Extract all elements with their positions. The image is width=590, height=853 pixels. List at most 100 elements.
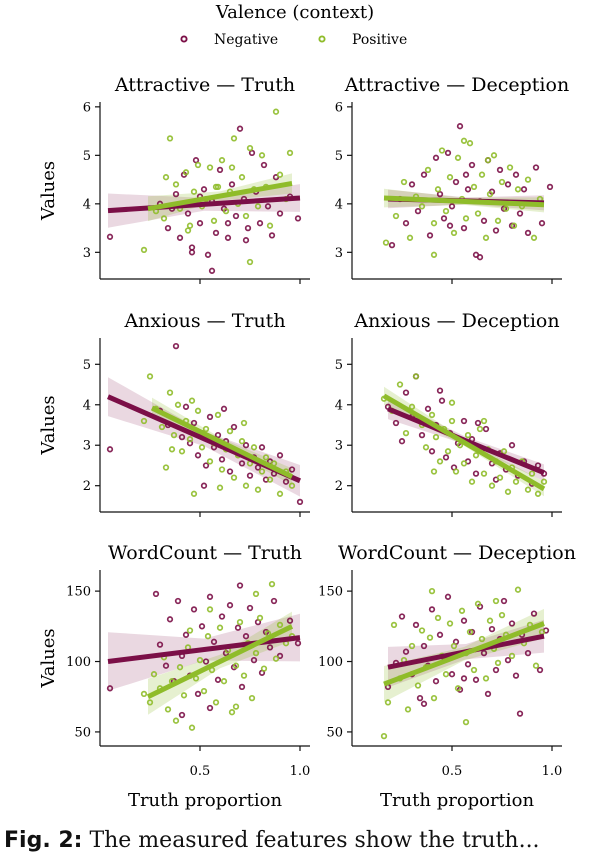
data-point-positive: [454, 154, 462, 161]
data-point-negative: [504, 181, 512, 188]
data-point-positive: [396, 381, 404, 388]
data-point-negative: [426, 232, 434, 239]
data-point-negative: [270, 597, 278, 605]
legend-title: Valence (context): [215, 2, 374, 23]
data-point-negative: [182, 403, 190, 410]
data-point-positive: [530, 234, 538, 241]
data-point-negative: [428, 606, 436, 613]
confidence-band-negative: [108, 613, 300, 691]
y-tick-label: 2: [83, 479, 91, 494]
data-point-positive: [418, 203, 426, 210]
data-point-negative: [194, 452, 202, 459]
data-point-positive: [476, 425, 484, 433]
y-tick-label: 100: [66, 655, 91, 670]
data-point-negative: [480, 217, 488, 224]
data-point-positive: [204, 633, 212, 640]
panel-title: Anxious — Deception: [353, 310, 559, 332]
data-point-positive: [246, 258, 254, 266]
y-tick-label: 150: [66, 585, 91, 600]
data-point-negative: [224, 234, 232, 241]
data-point-negative: [464, 661, 472, 668]
data-point-positive: [272, 655, 280, 662]
data-point-positive: [490, 152, 498, 159]
data-point-positive: [178, 448, 186, 455]
data-point-positive: [266, 476, 274, 483]
data-point-negative: [492, 666, 500, 674]
y-tick-label: 50: [326, 725, 343, 740]
data-point-positive: [496, 474, 504, 481]
y-tick-label: 150: [318, 585, 343, 600]
data-point-positive: [186, 222, 194, 229]
data-point-negative: [244, 224, 252, 232]
data-point-negative: [242, 442, 250, 449]
data-point-negative: [460, 417, 468, 425]
data-point-negative: [276, 210, 284, 217]
data-point-positive: [392, 212, 400, 220]
data-point-negative: [250, 656, 258, 664]
data-point-negative: [176, 234, 184, 241]
data-point-positive: [446, 620, 454, 627]
data-point-negative: [402, 389, 410, 396]
y-tick-label: 3: [83, 439, 91, 454]
regression-line-positive: [383, 195, 545, 208]
data-point-positive: [210, 217, 218, 224]
data-point-negative: [242, 237, 250, 244]
data-point-positive: [180, 692, 188, 699]
x-axis-label: Truth proportion: [380, 790, 535, 811]
panel-4: WordCount — Truth Values Truth proportion 5…: [38, 542, 310, 811]
data-point-negative: [516, 210, 524, 217]
data-point-positive: [174, 401, 182, 408]
data-point-negative: [264, 203, 272, 210]
data-point-positive: [402, 429, 410, 437]
data-point-positive: [504, 488, 512, 495]
data-point-negative: [414, 207, 422, 215]
data-point-negative: [296, 498, 304, 506]
data-point-positive: [400, 178, 408, 186]
data-point-positive: [404, 706, 412, 713]
y-tick-label: 5: [83, 358, 91, 373]
data-point-negative: [448, 671, 456, 678]
panel-1: Attractive — Deception 3 4 5 6: [335, 74, 569, 284]
data-point-negative: [388, 241, 396, 249]
data-point-positive: [500, 448, 508, 455]
regression-line-positive: [146, 624, 294, 699]
data-point-positive: [382, 239, 390, 246]
data-point-negative: [258, 444, 266, 451]
data-point-positive: [140, 246, 148, 254]
data-point-positive: [220, 678, 228, 685]
data-point-negative: [472, 470, 480, 477]
y-tick-label: 3: [335, 439, 343, 454]
data-point-positive: [254, 486, 262, 493]
data-point-negative: [198, 623, 206, 630]
data-point-positive: [510, 222, 518, 229]
data-point-positive: [216, 484, 224, 491]
data-point-negative: [206, 704, 214, 712]
data-point-positive: [192, 675, 200, 682]
data-point-negative: [294, 215, 302, 222]
data-point-positive: [478, 635, 486, 643]
data-point-positive: [412, 373, 420, 380]
data-point-negative: [212, 229, 220, 237]
data-point-positive: [482, 234, 490, 241]
data-point-negative: [530, 610, 538, 617]
data-point-negative: [214, 676, 222, 683]
data-point-positive: [430, 251, 438, 258]
data-point-positive: [242, 212, 250, 220]
data-point-positive: [252, 649, 260, 657]
data-point-positive: [276, 490, 284, 497]
x-tick-label: 1.0: [542, 764, 563, 779]
data-point-negative: [202, 462, 210, 469]
data-point-positive: [166, 135, 174, 142]
data-point-negative: [492, 227, 500, 234]
data-point-negative: [294, 640, 302, 647]
data-point-positive: [408, 642, 416, 650]
y-tick-label: 3: [83, 246, 91, 261]
data-point-negative: [230, 423, 238, 431]
data-point-positive: [406, 234, 414, 241]
data-point-negative: [226, 602, 234, 609]
data-point-negative: [236, 582, 244, 589]
data-point-positive: [458, 607, 466, 614]
data-point-positive: [212, 183, 220, 191]
data-point-positive: [408, 403, 416, 410]
